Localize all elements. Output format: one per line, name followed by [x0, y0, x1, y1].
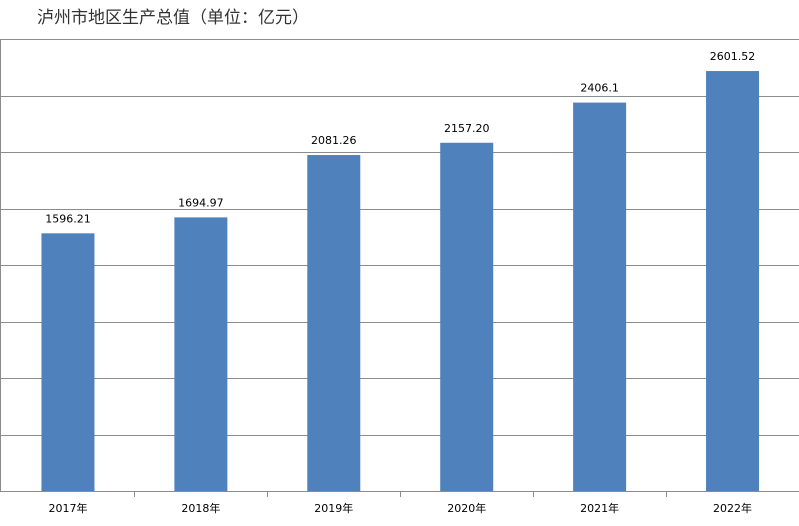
value-label: 1596.21 — [45, 212, 91, 225]
chart-title: 泸州市地区生产总值（单位：亿元） — [37, 8, 309, 28]
value-label: 2406.1 — [580, 82, 619, 95]
bar — [174, 217, 228, 491]
value-label: 2601.52 — [710, 50, 756, 63]
bar — [706, 71, 760, 491]
x-tick-label: 2019年 — [314, 501, 353, 515]
x-tick-label: 2017年 — [48, 501, 87, 515]
value-label: 2157.20 — [444, 122, 490, 135]
bar — [307, 155, 361, 491]
x-tick-label: 2020年 — [447, 501, 486, 515]
x-tick-label: 2018年 — [181, 501, 220, 515]
bar — [573, 102, 627, 491]
bar — [41, 233, 95, 491]
x-tick-label: 2022年 — [713, 501, 752, 515]
value-label: 2081.26 — [311, 134, 357, 147]
value-label: 1694.97 — [178, 196, 224, 209]
x-tick-label: 2021年 — [580, 501, 619, 515]
bar — [440, 142, 494, 491]
